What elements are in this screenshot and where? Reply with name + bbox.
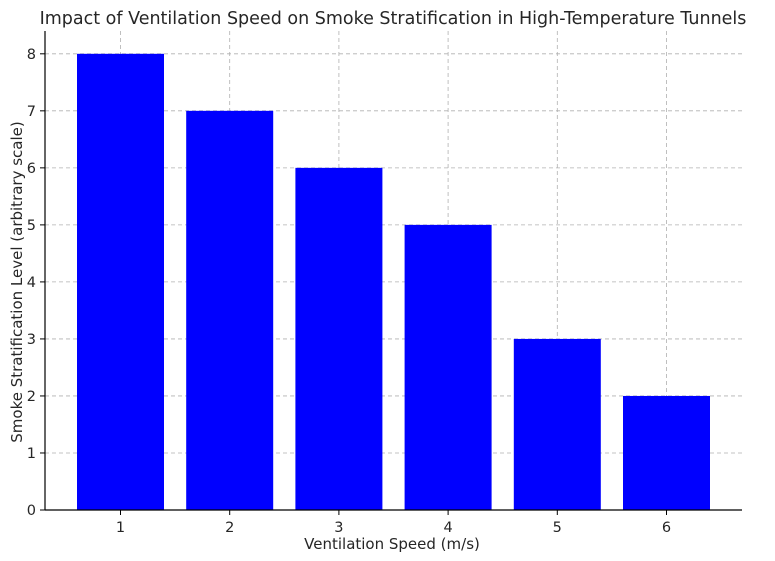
- x-tick-label: 1: [116, 520, 125, 536]
- y-tick-label: 1: [27, 446, 36, 462]
- bar-4: [404, 224, 492, 510]
- x-tick-label: 5: [553, 520, 562, 536]
- bar-1: [77, 53, 164, 511]
- y-tick-label: 0: [27, 503, 36, 519]
- bar-2: [186, 110, 274, 510]
- x-tick-label: 6: [662, 520, 671, 536]
- chart-title: Impact of Ventilation Speed on Smoke Str…: [40, 9, 747, 29]
- y-tick-label: 5: [27, 218, 36, 234]
- y-axis-label: Smoke Stratification Level (arbitrary sc…: [8, 121, 26, 442]
- y-tick-label: 4: [27, 275, 36, 291]
- y-tick-label: 2: [27, 389, 36, 405]
- y-tick-label: 8: [27, 47, 36, 63]
- y-tick-label: 3: [27, 332, 36, 348]
- x-tick-label: 4: [443, 520, 452, 536]
- x-axis-label: Ventilation Speed (m/s): [304, 535, 480, 553]
- bar-6: [623, 395, 710, 510]
- x-tick-label: 2: [225, 520, 234, 536]
- y-tick-label: 6: [27, 161, 36, 177]
- bar-5: [513, 338, 601, 510]
- bars: [77, 53, 710, 511]
- y-tick-label: 7: [27, 104, 36, 120]
- bar-3: [295, 167, 383, 510]
- x-tick-label: 3: [334, 520, 343, 536]
- axes: [40, 31, 742, 515]
- tick-labels: 0 1 2 3 4 5 6 7 8 1 2 3 4 5 6: [27, 47, 671, 536]
